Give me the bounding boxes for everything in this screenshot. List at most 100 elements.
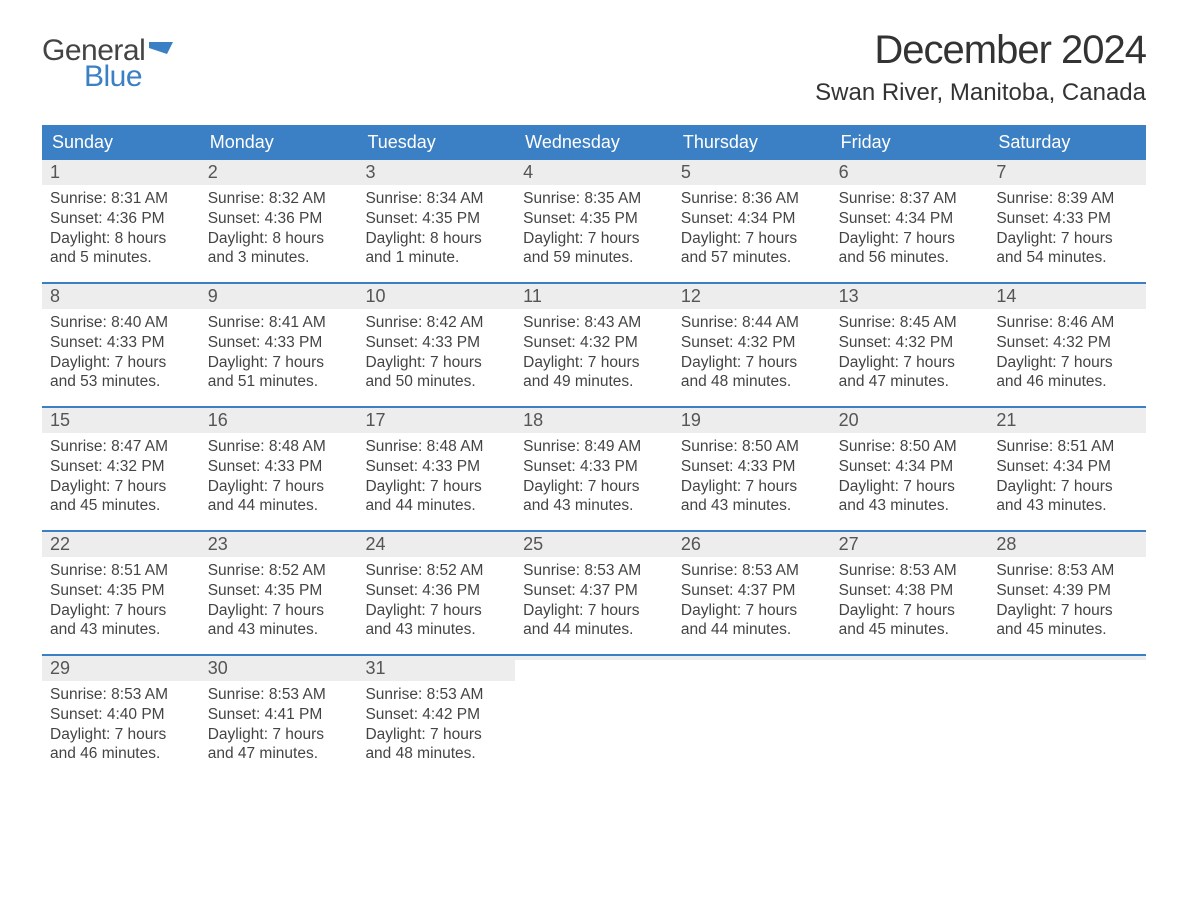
day-number: 31 bbox=[365, 658, 385, 678]
day-number: 10 bbox=[365, 286, 385, 306]
day-body: Sunrise: 8:32 AMSunset: 4:36 PMDaylight:… bbox=[200, 185, 358, 276]
daylight2-text: and 44 minutes. bbox=[365, 496, 507, 516]
day-number: 22 bbox=[50, 534, 70, 554]
weekday-header: Wednesday bbox=[515, 125, 673, 160]
day-body: Sunrise: 8:45 AMSunset: 4:32 PMDaylight:… bbox=[831, 309, 989, 400]
sunrise-text: Sunrise: 8:36 AM bbox=[681, 189, 823, 209]
day-body: Sunrise: 8:35 AMSunset: 4:35 PMDaylight:… bbox=[515, 185, 673, 276]
day-number-row: 10 bbox=[357, 284, 515, 309]
daylight2-text: and 44 minutes. bbox=[208, 496, 350, 516]
daylight1-text: Daylight: 7 hours bbox=[996, 477, 1138, 497]
sunrise-text: Sunrise: 8:52 AM bbox=[365, 561, 507, 581]
day-number-row: 27 bbox=[831, 532, 989, 557]
day-number: 18 bbox=[523, 410, 543, 430]
day-body: Sunrise: 8:48 AMSunset: 4:33 PMDaylight:… bbox=[357, 433, 515, 524]
daylight1-text: Daylight: 7 hours bbox=[365, 477, 507, 497]
day-body: Sunrise: 8:36 AMSunset: 4:34 PMDaylight:… bbox=[673, 185, 831, 276]
daylight2-text: and 45 minutes. bbox=[50, 496, 192, 516]
sunrise-text: Sunrise: 8:49 AM bbox=[523, 437, 665, 457]
daylight2-text: and 43 minutes. bbox=[839, 496, 981, 516]
day-body: Sunrise: 8:52 AMSunset: 4:36 PMDaylight:… bbox=[357, 557, 515, 648]
logo: General Blue bbox=[42, 28, 173, 94]
sunrise-text: Sunrise: 8:34 AM bbox=[365, 189, 507, 209]
day-body: Sunrise: 8:51 AMSunset: 4:35 PMDaylight:… bbox=[42, 557, 200, 648]
day-cell: 12Sunrise: 8:44 AMSunset: 4:32 PMDayligh… bbox=[673, 284, 831, 406]
day-number-row: 13 bbox=[831, 284, 989, 309]
day-cell: 28Sunrise: 8:53 AMSunset: 4:39 PMDayligh… bbox=[988, 532, 1146, 654]
day-cell bbox=[515, 656, 673, 778]
calendar: SundayMondayTuesdayWednesdayThursdayFrid… bbox=[42, 125, 1146, 778]
daylight1-text: Daylight: 7 hours bbox=[50, 353, 192, 373]
daylight1-text: Daylight: 7 hours bbox=[523, 353, 665, 373]
daylight2-text: and 46 minutes. bbox=[50, 744, 192, 764]
day-number: 25 bbox=[523, 534, 543, 554]
location: Swan River, Manitoba, Canada bbox=[815, 79, 1146, 107]
daylight2-text: and 56 minutes. bbox=[839, 248, 981, 268]
sunset-text: Sunset: 4:34 PM bbox=[996, 457, 1138, 477]
day-cell: 22 Sunrise: 8:51 AMSunset: 4:35 PMDayligh… bbox=[42, 532, 200, 654]
title-block: December 2024 Swan River, Manitoba, Cana… bbox=[815, 28, 1146, 107]
daylight1-text: Daylight: 7 hours bbox=[996, 229, 1138, 249]
day-number: 27 bbox=[839, 534, 859, 554]
day-cell: 25Sunrise: 8:53 AMSunset: 4:37 PMDayligh… bbox=[515, 532, 673, 654]
day-number-row: 22 bbox=[42, 532, 200, 557]
day-cell: 5Sunrise: 8:36 AMSunset: 4:34 PMDaylight… bbox=[673, 160, 831, 282]
weekday-header: Sunday bbox=[42, 125, 200, 160]
daylight1-text: Daylight: 7 hours bbox=[523, 229, 665, 249]
daylight1-text: Daylight: 7 hours bbox=[365, 725, 507, 745]
day-number-row: 17 bbox=[357, 408, 515, 433]
day-body: Sunrise: 8:51 AMSunset: 4:34 PMDaylight:… bbox=[988, 433, 1146, 524]
day-body: Sunrise: 8:37 AMSunset: 4:34 PMDaylight:… bbox=[831, 185, 989, 276]
weekday-header-row: SundayMondayTuesdayWednesdayThursdayFrid… bbox=[42, 125, 1146, 160]
daylight1-text: Daylight: 8 hours bbox=[365, 229, 507, 249]
daylight2-text: and 43 minutes. bbox=[208, 620, 350, 640]
sunset-text: Sunset: 4:33 PM bbox=[208, 457, 350, 477]
day-number: 9 bbox=[208, 286, 218, 306]
daylight1-text: Daylight: 8 hours bbox=[50, 229, 192, 249]
month-title: December 2024 bbox=[815, 28, 1146, 73]
sunset-text: Sunset: 4:33 PM bbox=[208, 333, 350, 353]
daylight2-text: and 54 minutes. bbox=[996, 248, 1138, 268]
daylight2-text: and 51 minutes. bbox=[208, 372, 350, 392]
daylight2-text: and 45 minutes. bbox=[839, 620, 981, 640]
day-cell: 1Sunrise: 8:31 AMSunset: 4:36 PMDaylight… bbox=[42, 160, 200, 282]
daylight1-text: Daylight: 7 hours bbox=[365, 601, 507, 621]
day-number-row: 2 bbox=[200, 160, 358, 185]
day-number: 2 bbox=[208, 162, 218, 182]
day-cell: 4Sunrise: 8:35 AMSunset: 4:35 PMDaylight… bbox=[515, 160, 673, 282]
day-number: 28 bbox=[996, 534, 1016, 554]
day-cell bbox=[831, 656, 989, 778]
daylight2-text: and 48 minutes. bbox=[365, 744, 507, 764]
day-cell: 14Sunrise: 8:46 AMSunset: 4:32 PMDayligh… bbox=[988, 284, 1146, 406]
logo-blue-text: Blue bbox=[84, 60, 142, 94]
day-cell: 9 Sunrise: 8:41 AMSunset: 4:33 PMDaylight… bbox=[200, 284, 358, 406]
week-row: 29Sunrise: 8:53 AMSunset: 4:40 PMDayligh… bbox=[42, 654, 1146, 778]
day-number: 26 bbox=[681, 534, 701, 554]
day-number-row: 8 bbox=[42, 284, 200, 309]
day-number-row: 7 bbox=[988, 160, 1146, 185]
day-cell: 11Sunrise: 8:43 AMSunset: 4:32 PMDayligh… bbox=[515, 284, 673, 406]
day-number-row: 29 bbox=[42, 656, 200, 681]
day-body: Sunrise: 8:42 AMSunset: 4:33 PMDaylight:… bbox=[357, 309, 515, 400]
sunrise-text: Sunrise: 8:35 AM bbox=[523, 189, 665, 209]
daylight1-text: Daylight: 7 hours bbox=[208, 725, 350, 745]
day-body: Sunrise: 8:48 AMSunset: 4:33 PMDaylight:… bbox=[200, 433, 358, 524]
sunrise-text: Sunrise: 8:53 AM bbox=[996, 561, 1138, 581]
day-body: Sunrise: 8:41 AMSunset: 4:33 PMDaylight:… bbox=[200, 309, 358, 400]
day-body: Sunrise: 8:34 AMSunset: 4:35 PMDaylight:… bbox=[357, 185, 515, 276]
day-number: 20 bbox=[839, 410, 859, 430]
day-cell: 8Sunrise: 8:40 AMSunset: 4:33 PMDaylight… bbox=[42, 284, 200, 406]
day-body: Sunrise: 8:47 AMSunset: 4:32 PMDaylight:… bbox=[42, 433, 200, 524]
day-body: Sunrise: 8:53 AMSunset: 4:41 PMDaylight:… bbox=[200, 681, 358, 772]
sunset-text: Sunset: 4:33 PM bbox=[365, 457, 507, 477]
daylight1-text: Daylight: 7 hours bbox=[208, 601, 350, 621]
day-number-row: 9 bbox=[200, 284, 358, 309]
sunrise-text: Sunrise: 8:32 AM bbox=[208, 189, 350, 209]
day-number-row: 19 bbox=[673, 408, 831, 433]
day-number: 24 bbox=[365, 534, 385, 554]
day-cell: 15Sunrise: 8:47 AMSunset: 4:32 PMDayligh… bbox=[42, 408, 200, 530]
day-number-row: 3 bbox=[357, 160, 515, 185]
daylight1-text: Daylight: 7 hours bbox=[365, 353, 507, 373]
daylight1-text: Daylight: 7 hours bbox=[523, 477, 665, 497]
daylight2-text: and 45 minutes. bbox=[996, 620, 1138, 640]
